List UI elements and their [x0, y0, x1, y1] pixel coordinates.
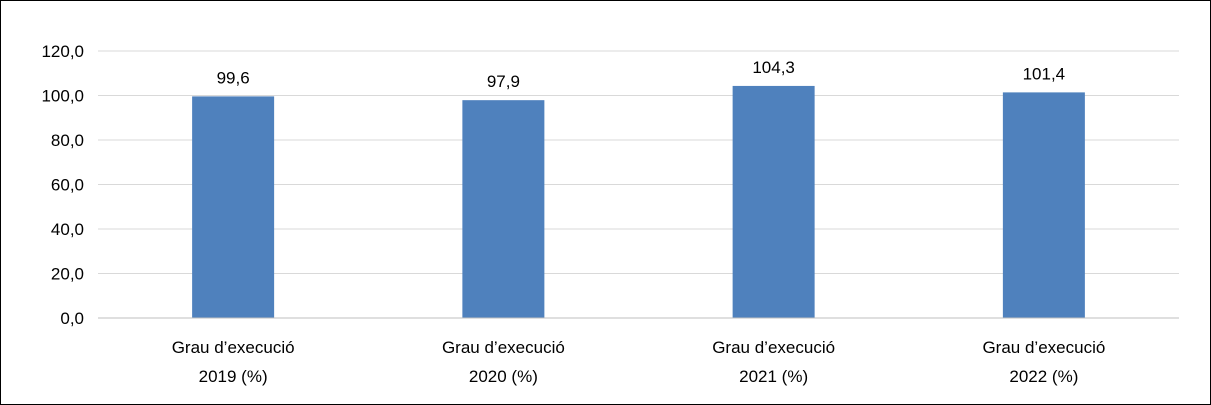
data-label: 97,9 [487, 72, 520, 91]
y-tick-label: 80,0 [51, 131, 84, 150]
x-tick-label: 2022 (%) [1009, 367, 1078, 386]
y-axis-tick-labels: 0,0 20,0 40,0 60,0 80,0 100,0 120,0 [41, 42, 84, 328]
y-tick-label: 0,0 [60, 309, 84, 328]
x-tick-label: Grau d’execució [172, 338, 295, 357]
data-label: 99,6 [217, 68, 250, 87]
x-tick-label: Grau d’execució [442, 338, 565, 357]
data-labels: 99,6 97,9 104,3 101,4 [217, 58, 1066, 91]
x-tick-label: 2020 (%) [469, 367, 538, 386]
y-tick-label: 120,0 [41, 42, 84, 61]
y-tick-label: 20,0 [51, 265, 84, 284]
bar [732, 85, 815, 319]
x-tick-label: Grau d’execució [982, 338, 1105, 357]
bar [1002, 92, 1085, 318]
y-tick-label: 100,0 [41, 87, 84, 106]
bars [192, 85, 1085, 319]
x-tick-label: 2019 (%) [199, 367, 268, 386]
x-tick-label: 2021 (%) [739, 367, 808, 386]
gridlines [98, 50, 1179, 274]
bar [462, 100, 545, 318]
data-label: 104,3 [752, 58, 795, 77]
category-labels: Grau d’execució 2019 (%) Grau d’execució 20… [172, 338, 1106, 386]
y-tick-label: 60,0 [51, 176, 84, 195]
bar [192, 96, 275, 318]
x-tick-label: Grau d’execució [712, 338, 835, 357]
y-tick-label: 40,0 [51, 220, 84, 239]
data-label: 101,4 [1023, 64, 1066, 83]
